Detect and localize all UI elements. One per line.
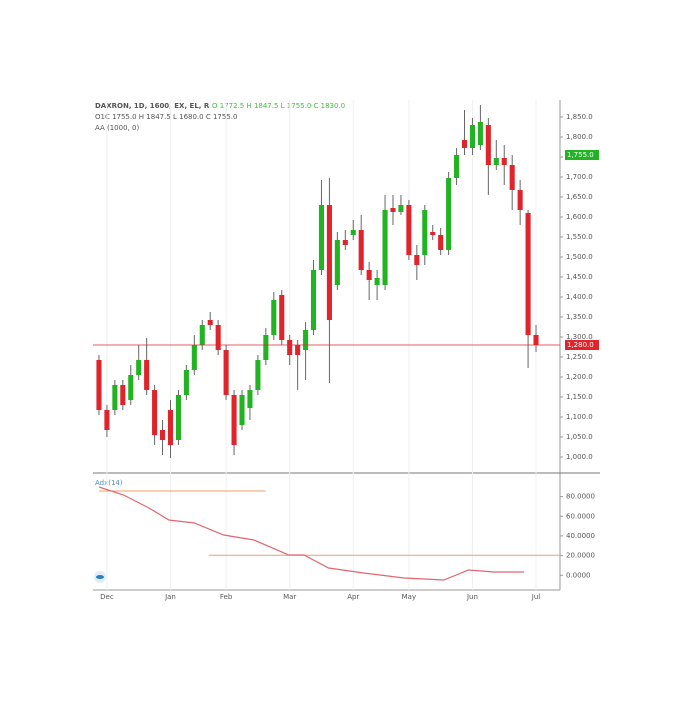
candle-body xyxy=(303,330,309,350)
candle-body xyxy=(183,370,189,395)
candle-body xyxy=(231,395,237,445)
candle-body xyxy=(223,350,229,395)
y-tick-label: 1,250.0 xyxy=(566,353,593,361)
candle-body xyxy=(454,155,460,178)
y-tick-label: 1,650.0 xyxy=(566,193,593,201)
y-tick-label: 1,800.0 xyxy=(566,133,593,141)
candle-body xyxy=(207,320,213,325)
candle-body xyxy=(160,430,166,440)
candle-body xyxy=(398,205,404,212)
y-tick-label: 1,700.0 xyxy=(566,173,593,181)
candle-body xyxy=(446,178,452,250)
y-tick-label: 1,400.0 xyxy=(566,293,593,301)
candle-body xyxy=(485,125,491,165)
x-tick-label: Jan xyxy=(164,593,176,601)
x-tick-label: Jul xyxy=(531,593,541,601)
indicator-label: Adx(14) xyxy=(95,479,123,487)
candle-body xyxy=(287,340,293,355)
candle-body xyxy=(136,360,142,375)
candle-body xyxy=(461,140,468,148)
x-tick-label: Feb xyxy=(220,593,233,601)
y-tick-label: 1,050.0 xyxy=(566,433,593,441)
candle-body xyxy=(469,125,475,148)
candle-body xyxy=(525,213,531,335)
price-label-box xyxy=(565,150,599,160)
x-tick-label: Dec xyxy=(100,593,114,601)
candle-body xyxy=(104,410,110,430)
candle-body xyxy=(239,395,245,425)
y-tick-label: 1,600.0 xyxy=(566,213,593,221)
x-tick-label: Apr xyxy=(347,593,359,601)
candle-body xyxy=(255,360,261,390)
y-tick-label: 20.0000 xyxy=(566,552,595,560)
candle-body xyxy=(279,295,285,340)
y-tick-label: 1,550.0 xyxy=(566,233,593,241)
x-tick-label: May xyxy=(402,593,416,601)
y-tick-label: 80.0000 xyxy=(566,493,595,501)
candle-body xyxy=(318,205,325,270)
y-tick-label: 0.0000 xyxy=(566,571,591,579)
candle-body xyxy=(430,232,436,235)
candle-body xyxy=(374,278,380,285)
y-tick-label: 1,300.0 xyxy=(566,333,593,341)
y-tick-label: 1,500.0 xyxy=(566,253,593,261)
candle-body xyxy=(144,360,150,390)
y-tick-label: 1,350.0 xyxy=(566,313,593,321)
candle-body xyxy=(128,375,134,400)
candle-body xyxy=(199,325,205,345)
y-tick-label: 40.0000 xyxy=(566,532,595,540)
candle-body xyxy=(120,385,126,405)
candle-body xyxy=(342,240,348,245)
header-line: DAXRON, 1D, 1600, EX, EL, R xyxy=(95,102,210,110)
candle-body xyxy=(366,270,372,280)
candle-body xyxy=(175,395,181,440)
candle-body xyxy=(390,208,396,212)
candle-body xyxy=(517,190,523,210)
candle-body xyxy=(152,390,158,435)
candle-body xyxy=(263,335,269,360)
candle-body xyxy=(271,300,277,335)
price-label-box xyxy=(565,340,599,350)
y-tick-label: 1,000.0 xyxy=(566,453,593,461)
x-tick-label: Mar xyxy=(283,593,296,601)
candle-body xyxy=(350,230,356,235)
visibility-eye xyxy=(96,575,104,579)
y-tick-label: 1,200.0 xyxy=(566,373,593,381)
candle-body xyxy=(334,240,340,285)
header-line: O1C 1755.0 H 1847.5 L 1680.0 C 1755.0 xyxy=(95,113,237,121)
candle-body xyxy=(438,235,444,250)
candle-body xyxy=(96,360,102,410)
candle-body xyxy=(247,390,253,408)
candle-body xyxy=(382,210,388,285)
candle-body xyxy=(326,205,332,320)
y-tick-label: 1,100.0 xyxy=(566,413,593,421)
candle-body xyxy=(215,325,221,350)
x-tick-label: Jun xyxy=(466,593,478,601)
candle-body xyxy=(422,210,428,255)
candle-body xyxy=(414,255,420,265)
candle-body xyxy=(112,385,118,410)
candle-body xyxy=(310,270,317,330)
candle-body xyxy=(295,345,301,355)
y-tick-label: 60.0000 xyxy=(566,512,595,520)
candle-body xyxy=(509,165,515,190)
header-values: O 1772.5 H 1847.5 L 1755.0 C 1830.0 xyxy=(212,102,345,110)
candle-body xyxy=(191,345,197,370)
y-tick-label: 1,150.0 xyxy=(566,393,593,401)
candle-body xyxy=(167,410,174,445)
y-tick-label: 1,450.0 xyxy=(566,273,593,281)
y-tick-label: 1,850.0 xyxy=(566,113,593,121)
price-label: 1,280.0 xyxy=(567,341,594,349)
candle-body xyxy=(501,158,507,165)
candle-body xyxy=(477,122,483,145)
candle-body xyxy=(406,205,412,255)
candle-body xyxy=(533,335,539,345)
indicator-line xyxy=(98,486,525,581)
header-line: AA (1000, 0) xyxy=(95,124,139,132)
candle-body xyxy=(358,230,364,270)
price-label: 1,755.0 xyxy=(567,151,594,159)
candle-body xyxy=(493,158,499,165)
